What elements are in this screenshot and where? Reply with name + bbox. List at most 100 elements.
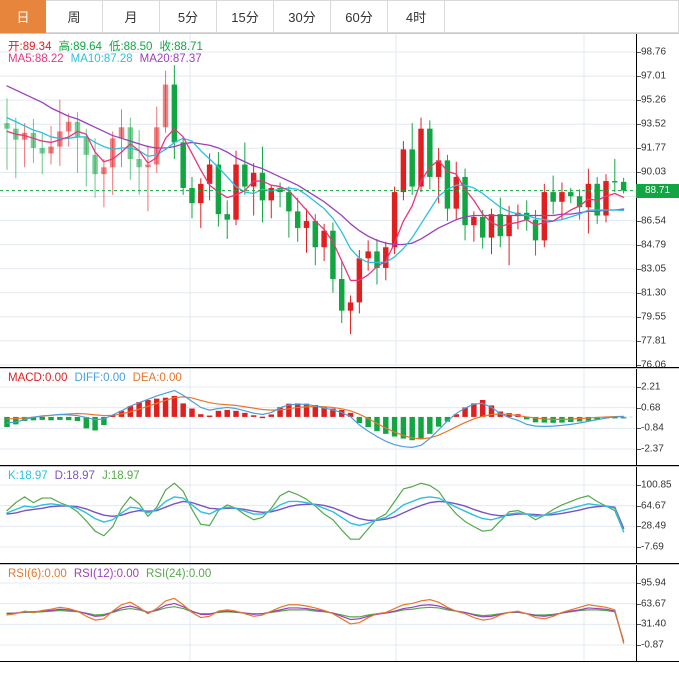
legend-entry: MA10:87.28 (70, 53, 133, 65)
axis-tick-label: 97.01 (641, 70, 667, 82)
axis-tick-mark (637, 485, 641, 486)
last-price-badge: 88.71 (636, 183, 679, 198)
axis-tick-label: 0.68 (641, 402, 661, 414)
kdj-plot[interactable] (0, 467, 636, 563)
period-tab-3[interactable]: 5分 (160, 0, 217, 33)
legend-entry: 开:89.34 (8, 41, 52, 53)
price-axis: 98.76 97.01 95.26 93.52 91.77 90.03 86.54 84.79… (636, 34, 679, 371)
axis-tick-label: 90.03 (641, 166, 667, 178)
macd-panel[interactable]: MACD:0.00 DIFF:0.00 DEA:0.00 2.21 0.68 -0.84… (0, 368, 679, 466)
axis-tick-mark (637, 365, 641, 366)
legend-entry: RSI(12):0.00 (73, 568, 140, 580)
legend-entry: MACD:0.00 (8, 372, 68, 384)
legend-entry: 低:88.50 (108, 41, 153, 53)
axis-tick-label: 76.06 (641, 359, 667, 371)
axis-tick-mark (637, 624, 641, 626)
rsi-axis: 95.94 63.67 31.40 -0.87 (636, 565, 679, 661)
axis-tick-mark (637, 244, 641, 246)
axis-tick-label: -2.37 (641, 443, 664, 455)
period-tab-label: 60分 (345, 10, 373, 25)
axis-tick-label: -7.69 (641, 541, 664, 553)
rsi-legend: RSI(6):0.00 RSI(12):0.00 RSI(24):0.00 (8, 568, 218, 580)
axis-tick-label: 95.26 (641, 94, 667, 106)
axis-tick-mark (637, 52, 641, 53)
period-tab-1[interactable]: 周 (46, 0, 103, 33)
period-tabbar: 日 周 月 5分 15分 30分 60分 4时 (0, 0, 679, 33)
axis-tick-mark (637, 340, 641, 342)
rsi-panel[interactable]: RSI(6):0.00 RSI(12):0.00 RSI(24):0.00 95.9… (0, 564, 679, 662)
axis-tick-label: 64.67 (641, 500, 667, 512)
legend-entry: 收:88.71 (159, 41, 203, 53)
legend-entry: RSI(24):0.00 (146, 568, 212, 580)
axis-tick-mark (637, 76, 641, 78)
legend-entry: MA20:87.37 (139, 53, 202, 65)
price-ma-legend: MA5:88.22 MA10:87.28 MA20:87.37 (8, 53, 209, 65)
axis-tick-mark (637, 603, 641, 605)
period-tab-label: 30分 (288, 10, 316, 25)
axis-tick-label: 84.79 (641, 239, 667, 251)
kdj-legend: K:18.97 D:18.97 J:18.97 (8, 470, 147, 482)
legend-entry: DEA:0.00 (132, 372, 182, 384)
axis-tick-label: 2.21 (641, 381, 661, 393)
legend-entry: D:18.97 (54, 470, 95, 482)
period-tab-0[interactable]: 日 (0, 0, 46, 33)
period-tab-6[interactable]: 60分 (331, 0, 388, 33)
period-tab-label: 5分 (177, 10, 199, 25)
axis-tick-label: 95.94 (641, 577, 667, 589)
axis-tick-mark (637, 505, 641, 507)
period-tab-label: 日 (16, 10, 30, 25)
axis-tick-mark (637, 124, 641, 126)
axis-tick-label: 86.54 (641, 215, 667, 227)
axis-tick-label: 83.05 (641, 263, 667, 275)
axis-tick-mark (637, 220, 641, 222)
period-tab-5[interactable]: 30分 (274, 0, 331, 33)
axis-tick-label: 93.52 (641, 118, 667, 130)
axis-tick-mark (637, 316, 641, 318)
period-tab-label: 4时 (405, 10, 427, 25)
legend-entry: K:18.97 (8, 470, 48, 482)
axis-tick-mark (637, 172, 641, 174)
macd-plot[interactable] (0, 369, 636, 465)
axis-tick-label: 98.76 (641, 46, 667, 58)
axis-tick-label: 31.40 (641, 618, 667, 630)
rsi-plot[interactable] (0, 565, 636, 661)
axis-tick-label: 79.55 (641, 311, 667, 323)
period-tab-4[interactable]: 15分 (217, 0, 274, 33)
axis-tick-label: 81.30 (641, 287, 667, 299)
axis-tick-label: 63.67 (641, 598, 667, 610)
period-tab-2[interactable]: 月 (103, 0, 160, 33)
axis-tick-mark (637, 645, 641, 646)
period-tab-label: 周 (67, 10, 81, 25)
axis-tick-mark (637, 583, 641, 584)
axis-tick-mark (637, 428, 641, 430)
axis-tick-label: 100.85 (641, 479, 672, 491)
axis-tick-mark (637, 407, 641, 409)
tabbar-filler (445, 0, 679, 33)
legend-entry: RSI(6):0.00 (8, 568, 67, 580)
axis-tick-mark (637, 547, 641, 548)
axis-tick-label: -0.87 (641, 639, 664, 651)
kdj-axis: 100.85 64.67 28.49 -7.69 (636, 467, 679, 563)
axis-tick-label: 77.81 (641, 335, 667, 347)
axis-tick-mark (637, 387, 641, 388)
price-plot[interactable] (0, 34, 636, 367)
axis-tick-label: 28.49 (641, 520, 667, 532)
axis-tick-label: 91.77 (641, 142, 667, 154)
legend-entry: DIFF:0.00 (74, 372, 126, 384)
macd-legend: MACD:0.00 DIFF:0.00 DEA:0.00 (8, 372, 189, 384)
axis-tick-mark (637, 148, 641, 150)
axis-tick-mark (637, 292, 641, 294)
period-tab-label: 15分 (231, 10, 259, 25)
period-tab-label: 月 (124, 10, 138, 25)
legend-entry: J:18.97 (101, 470, 140, 482)
chart-stack: 开:89.34 高:89.64 低:88.50 收:88.71 MA5:88.22 MA… (0, 33, 679, 675)
legend-entry: MA5:88.22 (8, 53, 64, 65)
axis-tick-label: -0.84 (641, 422, 664, 434)
price-ohlc-legend: 开:89.34 高:89.64 低:88.50 收:88.71 (8, 38, 210, 54)
macd-axis: 2.21 0.68 -0.84 -2.37 (636, 369, 679, 465)
period-tab-7[interactable]: 4时 (388, 0, 445, 33)
axis-tick-mark (637, 268, 641, 270)
price-panel[interactable]: 开:89.34 高:89.64 低:88.50 收:88.71 MA5:88.22 MA… (0, 33, 679, 371)
kdj-panel[interactable]: K:18.97 D:18.97 J:18.97 100.85 64.67 28.49 -7… (0, 466, 679, 564)
